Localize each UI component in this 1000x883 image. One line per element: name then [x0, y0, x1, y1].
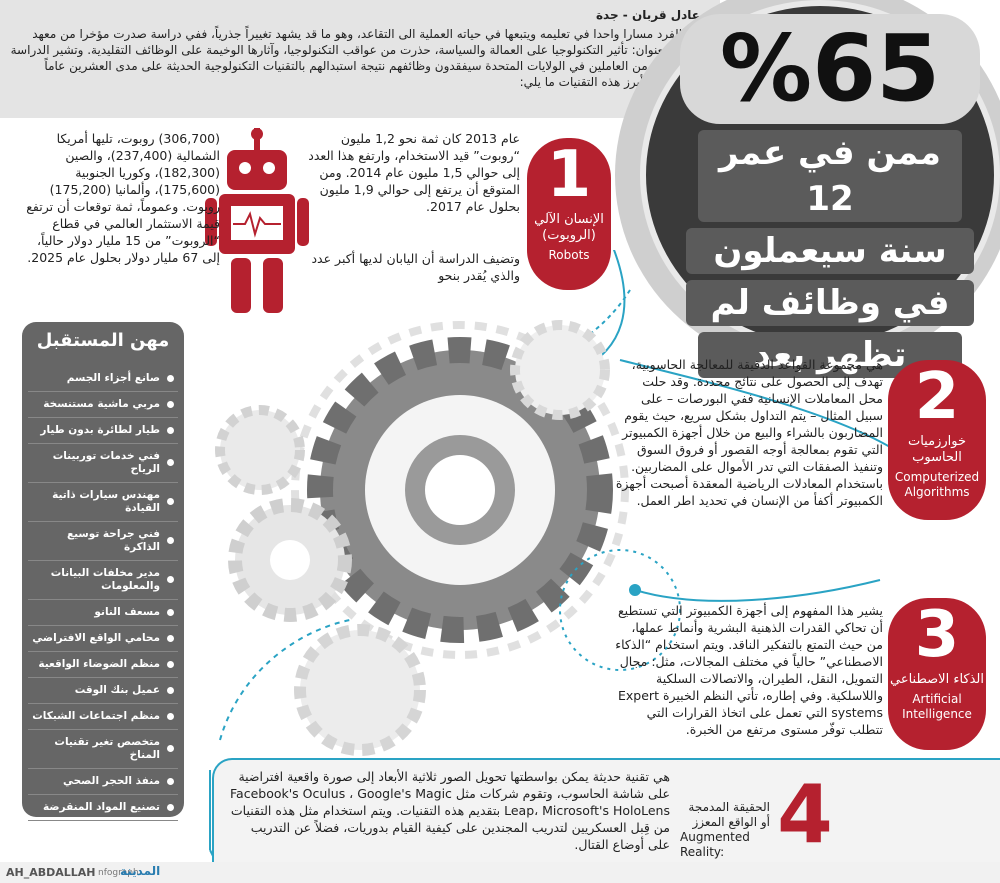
section-box [212, 758, 1000, 865]
intro-banner [0, 0, 720, 118]
section-text: هي مجموعة القواعد الدقيقة للمعالجة الحاس… [615, 357, 883, 508]
job-item: مسعف النانو [28, 600, 178, 626]
job-item: مدير مخلفات البيانات والمعلومات [28, 561, 178, 600]
footer-label: nfograph [98, 868, 139, 878]
robot-icon [205, 128, 309, 313]
job-item: عميل بنك الوقت [28, 678, 178, 704]
job-item: طيار لطائرة بدون طيار [28, 418, 178, 444]
job-item: منظم اجتماعات الشبكات [28, 704, 178, 730]
job-item: منفذ الحجر الصحي [28, 769, 178, 795]
headline-line: تظهر بعد [698, 332, 962, 378]
headline-line: ممن في عمر 12 [698, 130, 962, 222]
job-item: تصنيع المواد المنقرضة [28, 795, 178, 821]
job-item: فني جراحة توسيع الذاكرة [28, 522, 178, 561]
headline-line: في وظائف لم [686, 280, 974, 326]
section-title-en: Augmented Reality: [680, 830, 750, 859]
section-title-en: Artificial Intelligence [902, 692, 972, 721]
section-text: وتضيف الدراسة أن اليابان لديها أكبر عدد … [311, 251, 520, 283]
intro-text: يختار الفرد مسارا واحدا في تعليمه ويتبعه… [10, 27, 710, 89]
author: عادل قربان - جدة [595, 8, 700, 22]
gears [215, 320, 681, 756]
job-item: متخصص تغير تقنيات المناخ [28, 730, 178, 769]
section-text: (306,700) روبوت، تليها أمريكا الشمالية (… [26, 131, 220, 265]
section-number: 2 [914, 360, 960, 434]
job-item: فني خدمات توربينات الرياح [28, 444, 178, 483]
section-number: 3 [914, 598, 960, 672]
job-item: مهندس سيارات ذاتية القيادة [28, 483, 178, 522]
job-item: منظم الضوضاء الواقعية [28, 652, 178, 678]
footer-logo: المدينة [120, 864, 161, 878]
headline-figure: %65 [680, 14, 980, 124]
section-title: خوارزميات الحاسوب [907, 434, 966, 465]
headline-lines: ممن في عمر 12 سنة سيعملون في وظائف لم تظهر … [680, 130, 980, 384]
section-text: يشير هذا المفهوم إلى أجهزة الكمبيوتر الت… [615, 603, 883, 737]
jobs-title: مهن المستقبل [36, 330, 170, 351]
footer-bar [0, 862, 1000, 883]
job-item: محامي الواقع الافتراضي [28, 626, 178, 652]
job-item: مربي ماشية مستنسخة [28, 392, 178, 418]
section-number: 1 [546, 138, 592, 212]
section-title-en: Computerized Algorithms [894, 470, 980, 499]
section-title-en: Robots [548, 248, 590, 262]
section-title: الحقيقة المدمجة أو الواقع المعزز [688, 800, 770, 829]
jobs-list: صانع أجزاء الجسم مربي ماشية مستنسخة طيار ل… [28, 366, 178, 821]
section-badge: 1 الإنسان الآلي (الروبوت) Robots [527, 138, 611, 290]
section-title: الذكاء الاصطناعي [890, 672, 984, 687]
headline-line: سنة سيعملون [686, 228, 974, 274]
job-item: صانع أجزاء الجسم [28, 366, 178, 392]
section-text: هي تقنية حديثة يمكن بواسطتها تحويل الصور… [230, 769, 670, 852]
jobs-panel [22, 322, 184, 817]
section-text: عام 2013 كان ثمة نحو 1,2 مليون “روبوت” ق… [308, 131, 520, 214]
section-badge: 3 الذكاء الاصطناعي Artificial Intelligen… [888, 598, 986, 750]
gears-illustration [209, 250, 896, 861]
section-number: 4 [777, 768, 833, 861]
footer-credit: AH_ABDALLAH [6, 866, 96, 879]
section-badge: 2 خوارزميات الحاسوب Computerized Algorit… [888, 360, 986, 520]
section-title: الإنسان الآلي (الروبوت) [534, 212, 604, 243]
